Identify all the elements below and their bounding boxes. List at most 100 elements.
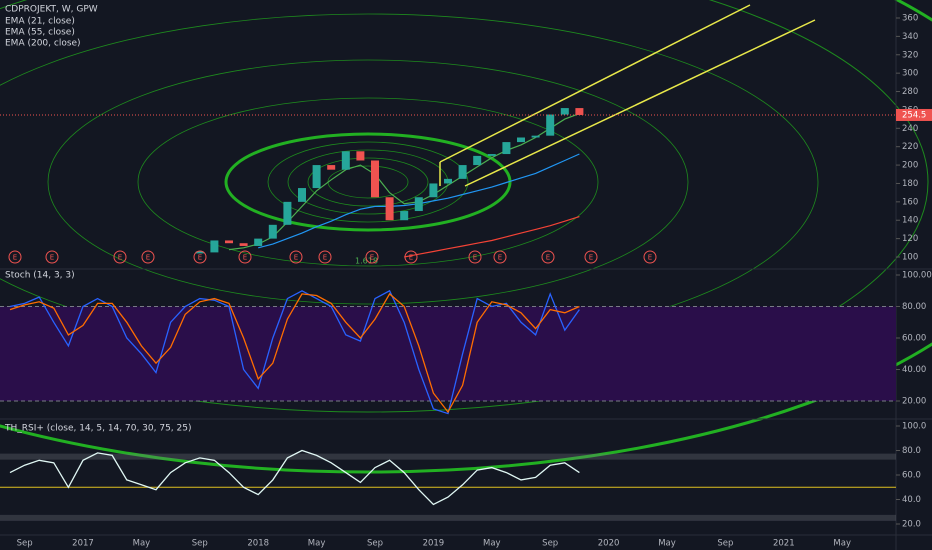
earnings-label: E [589, 254, 593, 262]
y-tick-label: 80.0 [902, 446, 921, 456]
candle [487, 154, 496, 156]
earnings-label: E [146, 254, 150, 262]
y-tick-label: 340 [902, 32, 918, 42]
x-tick-label: Sep [17, 539, 33, 549]
x-tick-label: Sep [542, 539, 558, 549]
earnings-label: E [243, 254, 247, 262]
earnings-marker [643, 250, 657, 264]
earnings-label: E [294, 254, 298, 262]
y-tick-label: 300 [902, 69, 918, 79]
earnings-label: E [473, 254, 477, 262]
y-tick-label: 60.0 [902, 471, 921, 481]
candle [341, 151, 350, 170]
y-tick-label: 100.0 [902, 422, 926, 432]
x-tick-label: Sep [717, 539, 733, 549]
y-tick-label: 220 [902, 142, 918, 152]
y-tick-label: 140 [902, 216, 918, 226]
earnings-marker [238, 250, 252, 264]
x-tick-label: 2019 [423, 539, 445, 549]
earnings-marker [289, 250, 303, 264]
x-tick-label: 2021 [773, 539, 795, 549]
earnings-label: E [648, 254, 652, 262]
earnings-label: E [323, 254, 327, 262]
y-tick-label: 160 [902, 197, 918, 207]
y-tick-label: 20.0 [902, 520, 921, 530]
earnings-marker [365, 250, 379, 264]
candle [312, 165, 321, 189]
earnings-marker [468, 250, 482, 264]
candle [473, 155, 482, 166]
legend-entry: EMA (200, close) [5, 39, 81, 49]
x-tick-label: May [308, 539, 326, 549]
earnings-label: E [118, 254, 122, 262]
y-tick-label: 20.00 [902, 397, 926, 407]
candle [225, 240, 233, 244]
earnings-marker [45, 250, 59, 264]
candle [283, 201, 292, 225]
earnings-marker [584, 250, 598, 264]
x-tick-label: 2017 [72, 539, 94, 549]
candle [268, 224, 277, 239]
earnings-marker [193, 250, 207, 264]
x-tick-label: 2020 [598, 539, 620, 549]
candle [429, 183, 438, 198]
rsi-title: TH_RSI+ (close, 14, 5, 14, 70, 30, 75, 2… [4, 424, 191, 434]
candle [560, 108, 569, 115]
stoch-title: Stoch (14, 3, 3) [5, 271, 75, 281]
x-tick-label: Sep [367, 539, 383, 549]
legend-entry: EMA (55, close) [5, 28, 75, 38]
candle [327, 165, 336, 170]
earnings-marker [404, 250, 418, 264]
candle [298, 188, 306, 202]
earnings-label: E [198, 254, 202, 262]
earnings-label: E [370, 254, 374, 262]
legend-entry: EMA (21, close) [5, 17, 75, 27]
last-price-label: 254.5 [902, 110, 926, 120]
x-tick-label: 2018 [247, 539, 269, 549]
earnings-marker [541, 250, 555, 264]
earnings-marker [8, 250, 22, 264]
earnings-marker [493, 250, 507, 264]
y-tick-label: 100.00 [902, 271, 932, 281]
candle [531, 135, 540, 138]
earnings-label: E [50, 254, 54, 262]
candle [254, 238, 263, 246]
y-tick-label: 240 [902, 124, 918, 134]
x-tick-label: May [483, 539, 501, 549]
x-tick-label: May [658, 539, 676, 549]
candle [458, 165, 467, 179]
trend-channel [439, 4, 816, 187]
y-tick-label: 200 [902, 161, 918, 171]
y-tick-label: 80.00 [902, 302, 926, 312]
x-tick-label: May [133, 539, 151, 549]
candle [210, 240, 219, 253]
x-tick-label: Sep [192, 539, 208, 549]
y-tick-label: 360 [902, 14, 918, 24]
earnings-marker [141, 250, 155, 264]
last-price-box [896, 108, 932, 121]
y-tick-label: 100 [902, 253, 918, 263]
candle [546, 114, 555, 136]
y-tick-label: 60.00 [902, 334, 926, 344]
ema-line [404, 216, 580, 258]
candle [385, 197, 394, 221]
y-tick-label: 40.00 [902, 365, 926, 375]
indicator-line [9, 449, 580, 506]
candle [414, 197, 423, 212]
candle [517, 137, 525, 143]
earnings-label: E [546, 254, 550, 262]
level-band [0, 306, 896, 401]
earnings-label: E [409, 254, 413, 262]
chart-title: CDPROJEKT, W, GPW [5, 5, 98, 15]
candle [575, 108, 584, 115]
indicator-line [9, 289, 580, 415]
y-tick-label: 180 [902, 179, 918, 189]
earnings-marker [113, 250, 127, 264]
candle [356, 151, 365, 161]
candle [239, 243, 248, 246]
candle [444, 178, 452, 184]
indicator-line [9, 292, 580, 414]
x-tick-label: May [833, 539, 851, 549]
